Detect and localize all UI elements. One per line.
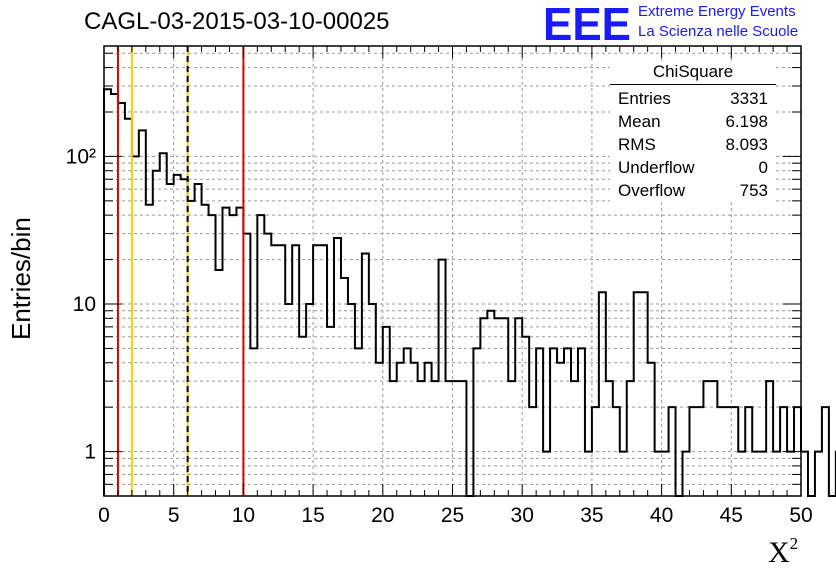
- eee-logo: EEE: [543, 2, 631, 46]
- x-tick-label: 5: [168, 504, 180, 527]
- svg-text:EEE: EEE: [543, 2, 631, 46]
- chart-title: CAGL-03-2015-03-10-00025: [84, 8, 390, 35]
- x-tick-label: 25: [441, 504, 464, 527]
- stats-value: 6.198: [725, 112, 768, 131]
- stats-label: Mean: [618, 112, 661, 131]
- stats-value: 0: [758, 158, 768, 177]
- x-tick-label: 45: [720, 504, 743, 527]
- stats-label: Entries: [618, 89, 671, 108]
- x-axis-label-main: X: [768, 536, 790, 569]
- stats-value: 8.093: [725, 135, 768, 154]
- x-tick-label: 15: [301, 504, 324, 527]
- y-axis-label: Entries/bin: [6, 217, 36, 340]
- stats-row-rms: RMS 8.093: [610, 133, 776, 156]
- x-tick-label: 40: [650, 504, 673, 527]
- x-axis-label: X2: [768, 534, 799, 570]
- stats-box: ChiSquare Entries 3331 Mean 6.198 RMS 8.093…: [610, 62, 776, 202]
- x-tick-label: 50: [789, 504, 812, 527]
- brand-line-2: La Scienza nelle Scuole: [638, 23, 799, 40]
- stats-row-overflow: Overflow 753: [610, 179, 776, 202]
- brand-line-1: Extreme Energy Events: [638, 3, 796, 20]
- stats-value: 753: [739, 181, 768, 200]
- x-tick-label: 35: [580, 504, 603, 527]
- x-tick-label: 0: [98, 504, 110, 527]
- y-tick-label: 10: [73, 293, 96, 316]
- stats-title: ChiSquare: [610, 62, 776, 85]
- stats-label: RMS: [618, 135, 656, 154]
- stats-label: Underflow: [618, 158, 695, 177]
- x-axis-label-sup: 2: [789, 534, 799, 553]
- stats-row-mean: Mean 6.198: [610, 110, 776, 133]
- stats-row-entries: Entries 3331: [610, 87, 776, 110]
- y-tick-label: 10²: [66, 145, 96, 168]
- y-tick-label: 1: [84, 441, 96, 464]
- stats-row-underflow: Underflow 0: [610, 156, 776, 179]
- x-tick-label: 30: [511, 504, 534, 527]
- x-tick-label: 20: [371, 504, 394, 527]
- x-tick-label: 10: [232, 504, 255, 527]
- stats-label: Overflow: [618, 181, 686, 200]
- stats-value: 3331: [730, 89, 768, 108]
